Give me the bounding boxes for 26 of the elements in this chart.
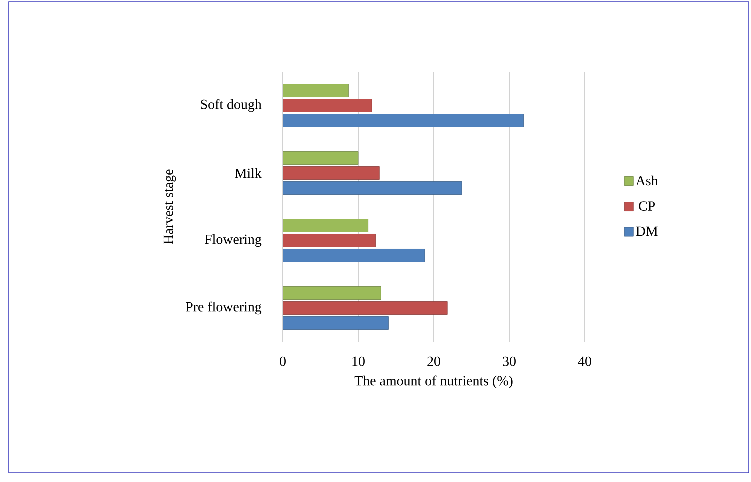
legend-label: Ash xyxy=(636,176,658,186)
bar xyxy=(283,99,372,112)
bar xyxy=(283,182,462,195)
x-tick-label: 30 xyxy=(503,356,516,366)
bar xyxy=(283,234,376,248)
bar xyxy=(283,114,524,128)
x-tick-label: 20 xyxy=(428,356,440,366)
y-axis-title: Harvest stage xyxy=(164,170,176,244)
y-tick-label: Flowering xyxy=(204,234,262,248)
x-axis-title: The amount of nutrients (%) xyxy=(354,376,513,389)
y-tick-label: Soft dough xyxy=(201,99,262,112)
legend-label: DM xyxy=(636,226,658,236)
bar xyxy=(283,152,359,165)
bar xyxy=(283,302,448,315)
bar xyxy=(283,316,389,330)
bar xyxy=(283,84,349,98)
bar xyxy=(283,249,426,262)
y-tick-label: Milk xyxy=(235,168,262,178)
legend-label: CP xyxy=(639,202,656,211)
x-tick-label: 40 xyxy=(578,356,592,366)
x-tick-label: 0 xyxy=(280,356,286,366)
bar xyxy=(283,286,382,300)
y-tick-label: Pre flowering xyxy=(186,302,262,315)
x-tick-label: 10 xyxy=(352,356,365,366)
bar xyxy=(283,219,369,232)
bar xyxy=(283,166,380,180)
